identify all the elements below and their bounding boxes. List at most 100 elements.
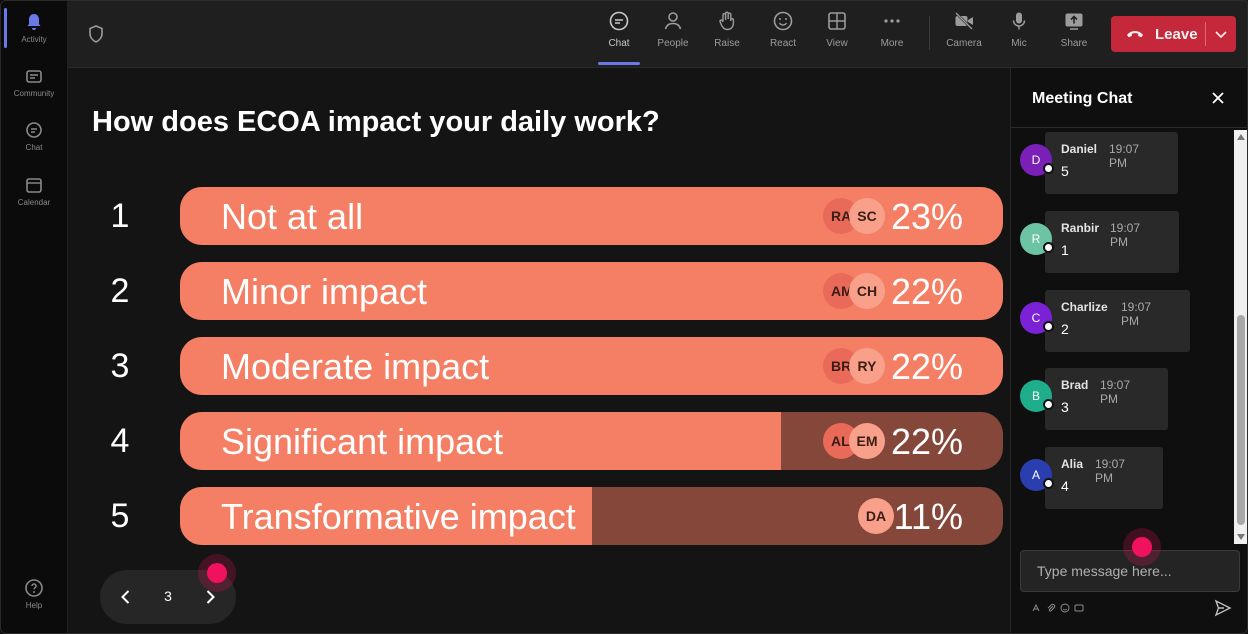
scroll-up-arrow[interactable] [1237, 134, 1245, 140]
app-rail: Activity Community Chat Calendar Help [0, 0, 68, 634]
poll-option[interactable]: 3 Moderate impact BR RY 22% [68, 337, 1010, 395]
option-percent: 11% [893, 496, 963, 537]
rail-label-activity: Activity [21, 35, 47, 44]
share-button[interactable]: Share [1047, 10, 1101, 49]
option-bar: Minor impact AM CH 22% [180, 262, 1003, 320]
presence-indicator [1043, 399, 1054, 410]
chevron-right-icon[interactable] [200, 587, 220, 607]
rail-item-activity[interactable]: Activity [0, 12, 68, 44]
presence-indicator [1043, 478, 1054, 489]
sender-name: Alia [1061, 457, 1084, 471]
message-bubble [1045, 290, 1190, 352]
view-label: View [826, 38, 848, 49]
people-icon [664, 12, 682, 30]
option-bar: Not at all RA SC 23% [180, 187, 1003, 245]
presence-indicator [1043, 163, 1054, 174]
toolbar-divider [929, 16, 930, 50]
gif-icon[interactable] [1074, 603, 1084, 613]
pointer-indicator [207, 563, 227, 583]
rail-label-calendar: Calendar [17, 198, 51, 207]
grid-view-icon [828, 12, 846, 30]
chat-message-input[interactable] [1020, 550, 1240, 592]
option-bar: Moderate impact BR RY 22% [180, 337, 1003, 395]
chat-icon [26, 122, 42, 138]
option-number: 5 [110, 497, 130, 535]
option-bar: Significant impact AL EM 22% [180, 412, 1003, 470]
option-bar-fill [180, 487, 592, 545]
calendar-icon [26, 178, 42, 193]
option-label: Not at all [221, 196, 364, 237]
leave-button[interactable]: Leave [1111, 16, 1236, 52]
rail-label-chat: Chat [25, 143, 43, 152]
message-time: 19:07 PM [1095, 457, 1126, 485]
format-icon[interactable] [1031, 603, 1041, 613]
option-percent: 23% [890, 196, 963, 237]
camera-toggle[interactable]: Camera [937, 10, 991, 49]
sender-name: Brad [1061, 378, 1089, 392]
sender-name: Ranbir [1061, 221, 1100, 235]
leave-divider [1205, 22, 1206, 46]
view-button[interactable]: View [810, 10, 864, 49]
community-icon [26, 70, 42, 83]
option-bar-fill [180, 412, 781, 470]
page-number: 3 [164, 588, 172, 604]
option-label: Transformative impact [221, 496, 576, 537]
option-label: Moderate impact [221, 346, 490, 387]
send-icon[interactable] [1214, 599, 1232, 617]
message-text: 5 [1061, 163, 1069, 179]
message-text: 1 [1061, 242, 1069, 258]
option-percent: 22% [890, 346, 963, 387]
share-screen-icon [1065, 13, 1083, 30]
poll-option[interactable]: 5 Transformative impact DA 11% [68, 487, 1010, 545]
pointer-indicator [1132, 537, 1152, 557]
chat-icon [609, 11, 629, 31]
chevron-left-icon[interactable] [116, 587, 136, 607]
tab-chat-label: Chat [608, 38, 630, 49]
message-bubble [1045, 368, 1168, 430]
bell-icon [27, 14, 41, 30]
rail-item-chat[interactable]: Chat [0, 120, 68, 152]
message-bubble [1045, 211, 1179, 273]
more-button[interactable]: More [865, 10, 919, 49]
more-label: More [880, 38, 904, 49]
message-text: 2 [1061, 321, 1069, 337]
rail-item-calendar[interactable]: Calendar [0, 175, 68, 207]
chat-scrollbar[interactable] [1234, 130, 1248, 544]
shield-icon[interactable] [86, 24, 106, 44]
option-percent: 22% [890, 421, 963, 462]
message-text: 4 [1061, 478, 1069, 494]
attach-icon[interactable] [1046, 603, 1056, 613]
option-number: 2 [110, 272, 130, 310]
rail-label-community: Community [13, 89, 55, 98]
option-number: 3 [110, 347, 130, 385]
option-number: 1 [110, 197, 130, 235]
emoji-icon[interactable] [1060, 603, 1070, 613]
chat-divider [1011, 127, 1248, 128]
message-time: 19:07 PM [1121, 300, 1152, 328]
message-text: 3 [1061, 399, 1069, 415]
voter-avatar: SC [849, 198, 885, 234]
scroll-down-arrow[interactable] [1237, 534, 1245, 540]
voter-avatar: EM [849, 423, 885, 459]
mic-icon [1012, 12, 1026, 30]
tab-chat[interactable]: Chat [592, 10, 646, 65]
chevron-down-icon[interactable] [1212, 25, 1230, 43]
camera-off-icon [955, 12, 973, 30]
raise-hand-button[interactable]: Raise [700, 10, 754, 49]
rail-item-community[interactable]: Community [0, 66, 68, 98]
voter-avatar: RY [849, 348, 885, 384]
tab-people[interactable]: People [646, 10, 700, 49]
close-icon[interactable] [1210, 90, 1226, 106]
meeting-toolbar: Chat People Raise React View More Camera… [68, 0, 1248, 68]
scroll-thumb[interactable] [1237, 315, 1245, 525]
poll-option[interactable]: 2 Minor impact AM CH 22% [68, 262, 1010, 320]
tab-people-label: People [657, 38, 689, 49]
react-button[interactable]: React [756, 10, 810, 49]
mic-toggle[interactable]: Mic [992, 10, 1046, 49]
rail-active-indicator [4, 8, 7, 48]
message-bubble [1045, 132, 1178, 194]
mic-label: Mic [1011, 38, 1027, 49]
poll-option[interactable]: 1 Not at all RA SC 23% [68, 187, 1010, 245]
poll-option[interactable]: 4 Significant impact AL EM 22% [68, 412, 1010, 470]
rail-item-help[interactable]: Help [0, 578, 68, 610]
